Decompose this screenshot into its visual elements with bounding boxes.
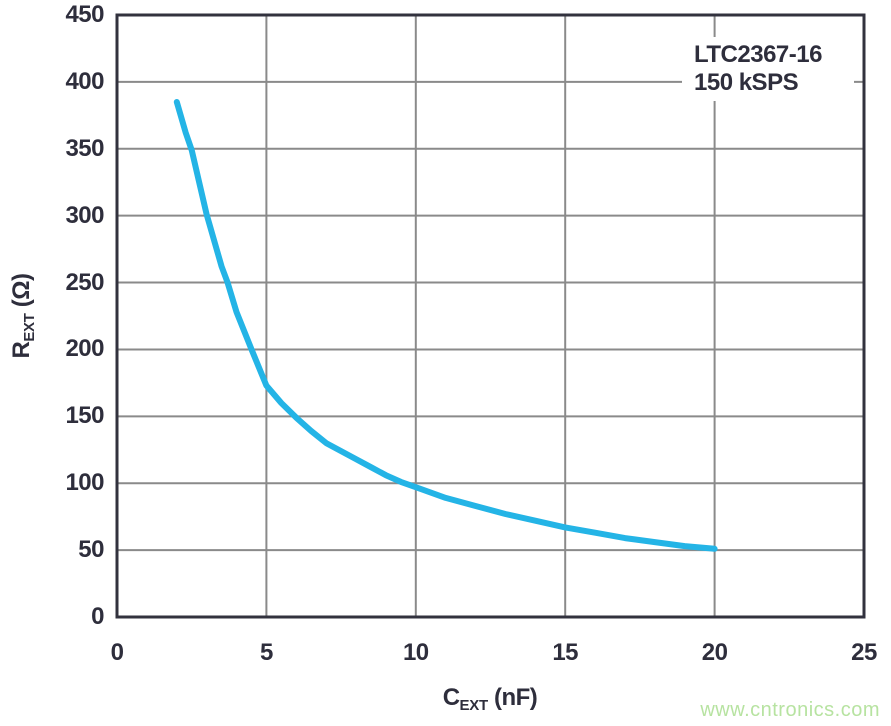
y-tick-label: 200: [65, 335, 104, 363]
x-axis-title: CEXT (nF): [380, 683, 600, 714]
series-curve: [173, 99, 718, 552]
plot-border: [115, 13, 866, 619]
x-axis-symbol: C: [442, 684, 460, 711]
x-tick-label: 20: [701, 639, 728, 666]
y-tick-label: 400: [65, 67, 104, 95]
y-tick-label: 300: [65, 201, 104, 229]
y-tick-label: 150: [65, 402, 104, 430]
y-tick-label: 0: [91, 603, 104, 630]
y-tick-label: 350: [65, 134, 104, 162]
chip-annotation: LTC2367-16 150 kSPS: [682, 37, 854, 101]
x-tick-label: 10: [402, 639, 429, 666]
watermark: www.cntronics.com: [700, 699, 880, 721]
x-axis-subscript: EXT: [459, 697, 489, 714]
y-tick-label: 250: [65, 268, 104, 296]
x-tick-label: 15: [552, 639, 579, 666]
y-axis-title: REXT (Ω): [7, 206, 38, 426]
y-tick-label: 450: [65, 1, 104, 28]
chip-annotation-rate: 150 kSPS: [694, 69, 799, 96]
y-tick-label: 50: [78, 536, 104, 564]
x-axis-unit: (nF): [487, 684, 538, 711]
x-tick-label: 5: [259, 639, 273, 666]
x-tick-label: 0: [110, 639, 124, 666]
chip-annotation-part: LTC2367-16: [694, 41, 822, 68]
y-tick-label: 100: [65, 469, 104, 497]
x-tick-label: 25: [851, 639, 877, 666]
